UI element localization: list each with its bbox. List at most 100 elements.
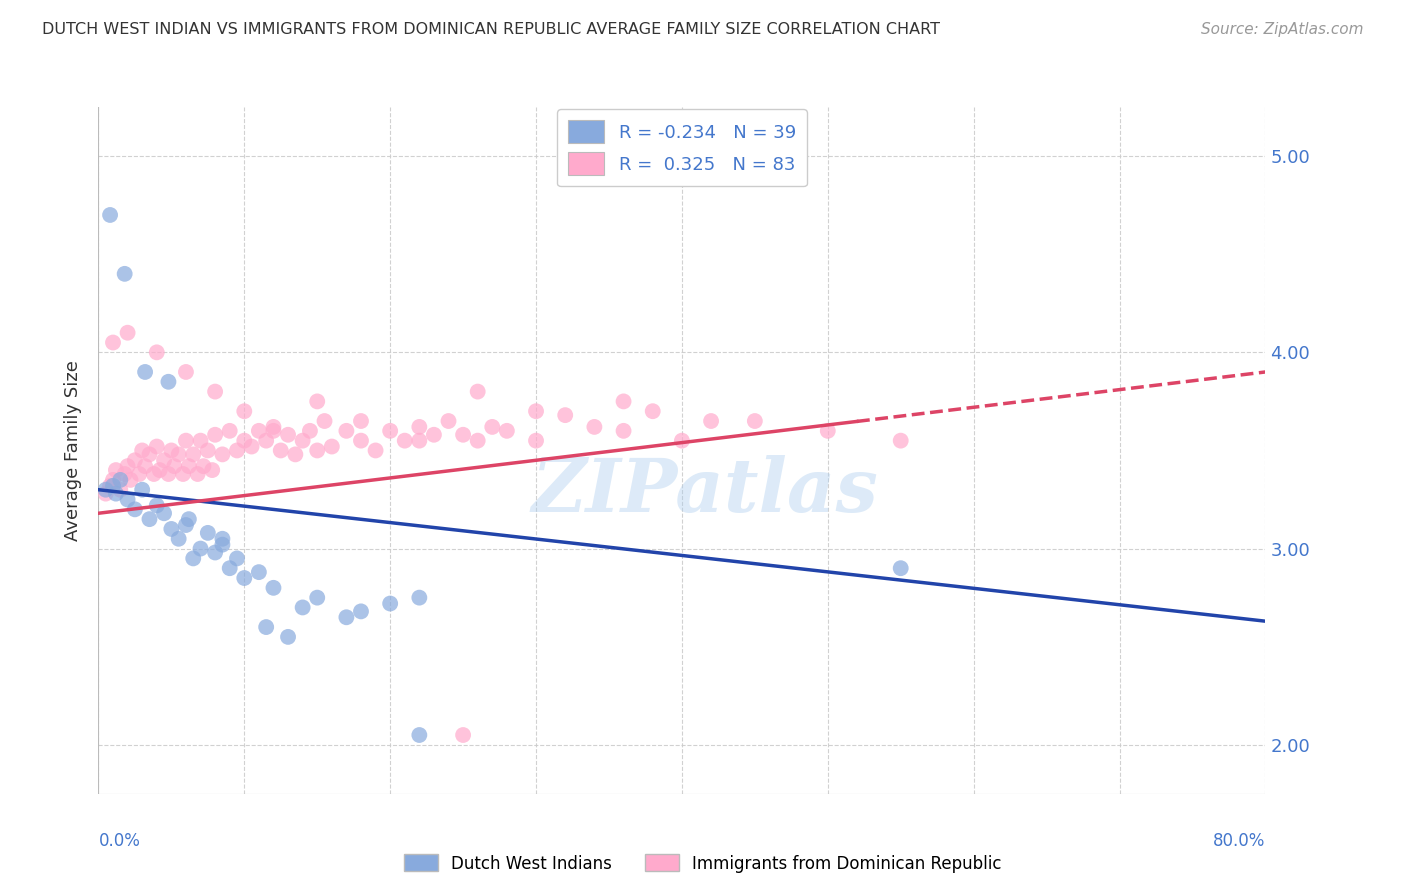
Point (378, 424, 402, 438)
Point (247, 565, 270, 579)
Point (149, 463, 172, 477)
Text: Source: ZipAtlas.com: Source: ZipAtlas.com (1201, 22, 1364, 37)
Point (167, 447, 190, 461)
Point (262, 424, 284, 438)
Point (641, 404, 664, 418)
Point (114, 467, 136, 481)
Point (138, 512, 160, 526)
Point (254, 434, 277, 448)
Point (177, 459, 200, 474)
Point (467, 384, 489, 399)
Point (181, 551, 204, 566)
Point (190, 434, 212, 448)
Point (890, 561, 912, 575)
Point (307, 394, 329, 409)
Point (233, 434, 256, 448)
Point (744, 414, 766, 428)
Point (146, 440, 169, 454)
Point (298, 424, 321, 438)
Point (117, 459, 139, 474)
Point (131, 443, 153, 458)
Point (124, 453, 146, 467)
Point (101, 473, 124, 487)
Point (174, 434, 197, 448)
Point (700, 414, 723, 428)
Point (240, 440, 263, 454)
Y-axis label: Average Family Size: Average Family Size (65, 360, 83, 541)
Point (193, 459, 215, 474)
Point (218, 561, 240, 575)
Point (204, 545, 226, 559)
Point (174, 518, 197, 533)
Legend: R = -0.234   N = 39, R =  0.325   N = 83: R = -0.234 N = 39, R = 0.325 N = 83 (557, 109, 807, 186)
Point (233, 404, 256, 418)
Point (335, 424, 357, 438)
Point (364, 443, 387, 458)
Point (226, 443, 249, 458)
Point (408, 591, 430, 605)
Point (120, 473, 142, 487)
Point (138, 447, 160, 461)
Point (314, 414, 336, 428)
Point (211, 447, 233, 461)
Point (134, 365, 156, 379)
Point (204, 384, 226, 399)
Point (350, 414, 373, 428)
Point (94, 486, 117, 500)
Point (671, 434, 693, 448)
Point (211, 532, 233, 546)
Point (110, 483, 132, 497)
Legend: Dutch West Indians, Immigrants from Dominican Republic: Dutch West Indians, Immigrants from Domi… (398, 847, 1008, 880)
Point (277, 630, 299, 644)
Text: ZIPatlas: ZIPatlas (531, 456, 879, 528)
Point (187, 467, 209, 481)
Point (218, 424, 240, 438)
Point (117, 492, 139, 507)
Point (197, 525, 219, 540)
Point (117, 326, 139, 340)
Point (335, 610, 357, 624)
Point (110, 473, 132, 487)
Point (98, 479, 121, 493)
Point (378, 597, 402, 611)
Point (167, 532, 190, 546)
Point (160, 443, 183, 458)
Point (101, 335, 124, 350)
Point (270, 443, 292, 458)
Point (201, 463, 224, 477)
Point (157, 467, 180, 481)
Point (204, 427, 226, 442)
Point (451, 728, 474, 742)
Point (408, 728, 430, 742)
Point (104, 463, 127, 477)
Point (451, 427, 474, 442)
Point (174, 365, 197, 379)
Point (142, 467, 165, 481)
Point (262, 581, 284, 595)
Point (172, 467, 194, 481)
Point (262, 420, 284, 434)
Point (408, 420, 430, 434)
Point (291, 600, 314, 615)
Point (467, 434, 489, 448)
Point (94, 483, 117, 497)
Point (437, 414, 460, 428)
Point (408, 434, 430, 448)
Point (233, 571, 256, 585)
Point (394, 434, 416, 448)
Point (146, 499, 169, 513)
Point (146, 345, 169, 359)
Point (211, 538, 233, 552)
Point (101, 479, 124, 493)
Point (114, 267, 136, 281)
Point (524, 404, 547, 418)
Point (284, 447, 307, 461)
Point (321, 440, 343, 454)
Point (157, 375, 180, 389)
Point (277, 427, 299, 442)
Point (612, 424, 634, 438)
Point (612, 394, 634, 409)
Point (350, 604, 373, 618)
Point (524, 434, 547, 448)
Point (481, 420, 503, 434)
